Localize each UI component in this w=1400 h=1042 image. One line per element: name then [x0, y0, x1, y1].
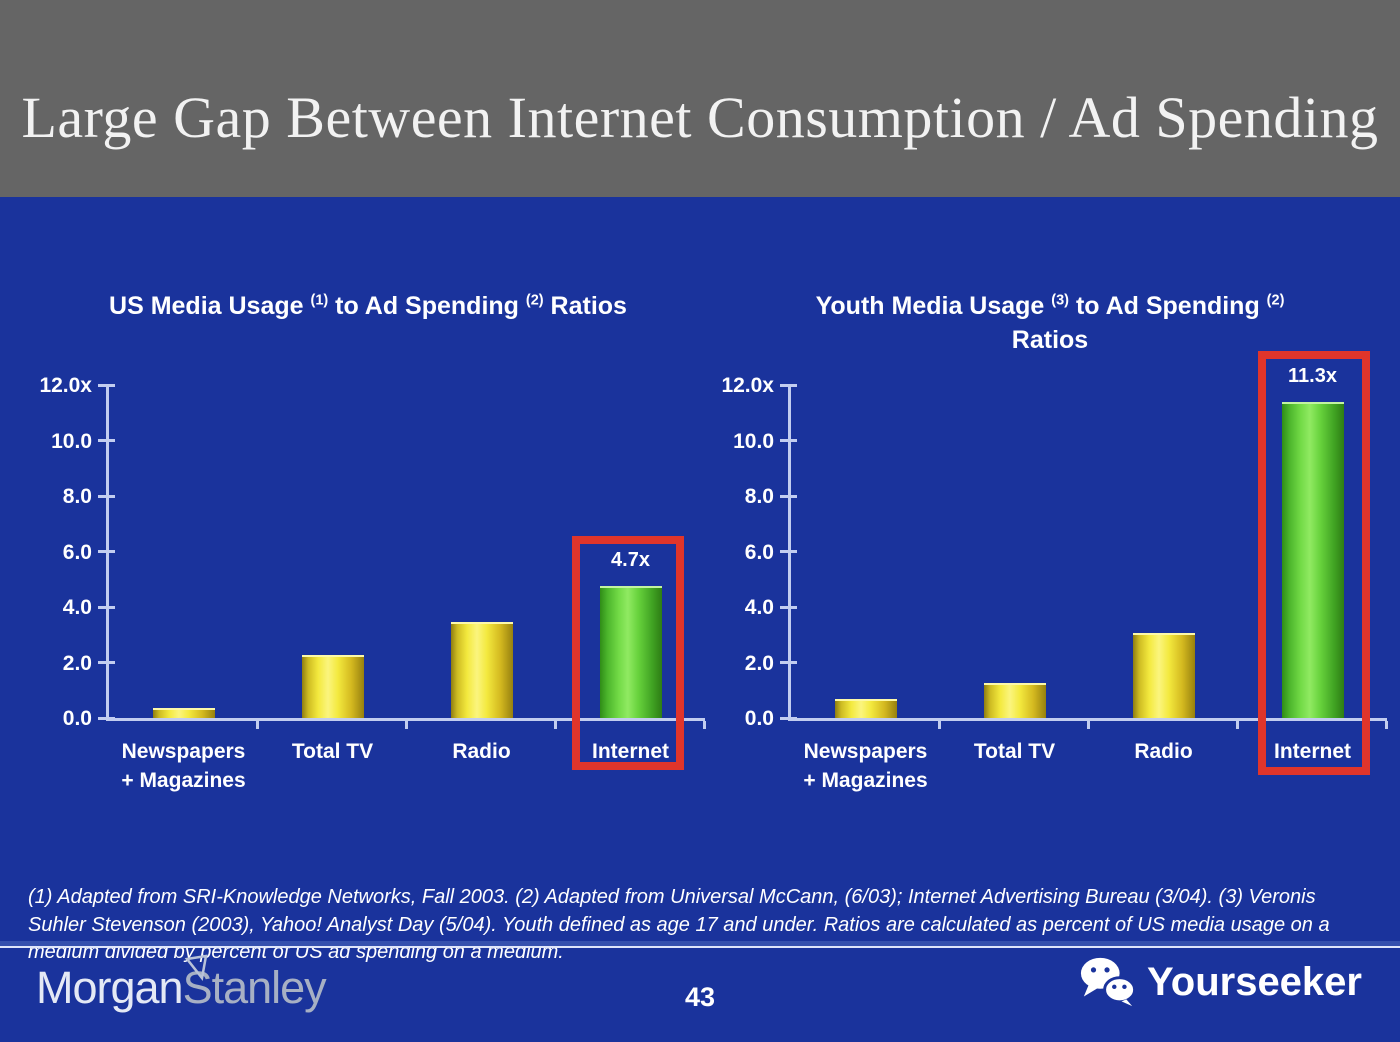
logo-text-stanley: Stanley — [182, 962, 327, 1013]
footnote: (1) Adapted from SRI-Knowledge Networks,… — [28, 886, 1330, 964]
y-axis-tick — [98, 605, 115, 609]
plot-area: Newspapers + Magazines Total TV Radio 4.7x I… — [98, 383, 706, 792]
x-axis-tick — [1087, 721, 1090, 729]
y-axis-tick-label: 6.0 — [744, 540, 774, 564]
x-axis-category-label: Newspapers + Magazines — [121, 740, 246, 793]
morgan-stanley-logo: MorganStanley — [36, 954, 327, 1014]
x-axis-tick — [554, 721, 557, 729]
morgan-stanley-flag-icon — [184, 954, 208, 981]
logo-text-morgan: Morgan — [36, 962, 184, 1013]
title-text: US Media Usage — [109, 292, 311, 320]
chart-title: Youth Media Usage (3) to Ad Spending (2)… — [712, 290, 1388, 358]
x-axis-category-label: Internet — [591, 740, 669, 763]
bar-radio — [450, 621, 513, 718]
title-text: to Ad Spending — [1069, 292, 1267, 320]
bar-radio — [1132, 632, 1195, 718]
bar-value-label: 11.3x — [1288, 365, 1337, 388]
y-axis-tick-label: 4.0 — [744, 596, 774, 619]
y-axis-tick — [780, 383, 797, 387]
y-axis-tick — [98, 494, 115, 498]
bar-newspapers-magazines — [834, 699, 897, 718]
y-axis-tick-label: 4.0 — [62, 596, 92, 619]
slide-footer: MorganStanley 43 Yourseeker — [0, 948, 1400, 1042]
bar-total-tv — [301, 654, 364, 718]
y-axis-tick — [780, 661, 797, 664]
y-axis-tick — [780, 494, 797, 498]
title-text: to Ad Spending — [328, 292, 526, 320]
y-axis-tick — [780, 716, 797, 720]
x-axis-category-label: Total TV — [291, 740, 374, 763]
x-axis-tick — [405, 721, 408, 729]
wechat-icon — [1080, 957, 1137, 1007]
title-superscript: (1) — [310, 292, 329, 309]
y-axis-tick — [780, 439, 797, 442]
y-axis-tick — [98, 661, 115, 664]
x-axis-category-label: Newspapers + Magazines — [803, 740, 928, 793]
slide-header: Large Gap Between Internet Consumption /… — [0, 0, 1400, 197]
y-axis: 12.0x 10.0 8.0 6.0 4.0 2.0 0.0 — [712, 375, 788, 729]
y-axis-tick — [780, 550, 797, 553]
y-axis-tick — [98, 383, 115, 387]
y-axis-tick-label: 2.0 — [744, 651, 774, 675]
plot-wrap: 12.0x 10.0 8.0 6.0 4.0 2.0 0.0 Newspapers + Ma… — [30, 375, 706, 792]
y-axis-tick — [98, 716, 115, 720]
bar-total-tv — [983, 682, 1046, 718]
bar-value-label: 4.7x — [611, 548, 650, 571]
x-axis-tick — [256, 721, 259, 729]
title-superscript: (3) — [1051, 292, 1070, 309]
divider-line — [0, 941, 1400, 948]
y-axis-tick-label: 2.0 — [62, 651, 92, 675]
title-text: Youth Media Usage — [815, 292, 1052, 320]
x-axis-category-label: Total TV — [973, 740, 1056, 763]
plot-area: Newspapers + Magazines Total TV Radio 11.3x… — [780, 365, 1388, 792]
x-axis-tick — [1236, 721, 1239, 729]
y-axis-tick-label: 0.0 — [744, 707, 774, 730]
x-axis-tick — [703, 721, 706, 729]
y-axis-tick-label: 10.0 — [733, 429, 774, 453]
bar-internet — [1281, 402, 1344, 718]
y-axis-tick — [98, 439, 115, 442]
y-axis-tick — [780, 605, 797, 609]
x-axis-tick — [1385, 721, 1388, 729]
x-axis-category-label: Radio — [1134, 740, 1193, 763]
title-superscript: (2) — [1266, 292, 1285, 309]
y-axis-tick — [98, 550, 115, 553]
slide-title: Large Gap Between Internet Consumption /… — [21, 85, 1379, 150]
chart-title: US Media Usage (1) to Ad Spending (2) Ra… — [30, 290, 706, 324]
x-axis-category-label: Internet — [1273, 740, 1351, 763]
y-axis-tick-label: 0.0 — [62, 707, 92, 730]
title-text: Ratios — [1011, 325, 1089, 354]
youth-media-usage-chart: Youth Media Usage (3) to Ad Spending (2)… — [712, 282, 1388, 862]
x-axis-tick — [938, 721, 941, 729]
y-axis-tick-label: 8.0 — [62, 485, 92, 508]
y-axis: 12.0x 10.0 8.0 6.0 4.0 2.0 0.0 — [30, 375, 106, 729]
y-axis-tick-label: 10.0 — [51, 429, 92, 453]
y-axis-tick-label: 6.0 — [62, 540, 92, 564]
watermark-label: Yourseeker — [1147, 959, 1362, 1004]
y-axis-tick-label: 12.0x — [39, 374, 92, 397]
y-axis-tick-label: 8.0 — [744, 485, 774, 508]
page-number: 43 — [684, 982, 716, 1012]
x-axis-category-label: Radio — [452, 740, 511, 763]
plot-wrap: 12.0x 10.0 8.0 6.0 4.0 2.0 0.0 Newspapers + Ma… — [712, 365, 1388, 792]
us-media-usage-chart: US Media Usage (1) to Ad Spending (2) Ra… — [30, 282, 706, 862]
y-axis-tick-label: 12.0x — [721, 374, 774, 397]
watermark: Yourseeker — [1079, 956, 1362, 1008]
title-text: Ratios — [543, 292, 627, 320]
title-superscript: (2) — [525, 292, 544, 309]
bar-internet — [599, 585, 662, 718]
bar-newspapers-magazines — [152, 707, 215, 718]
